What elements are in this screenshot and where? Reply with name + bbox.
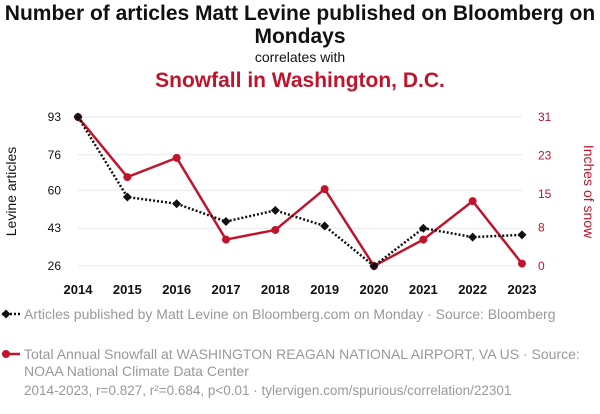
y-right-tick-label: 23 xyxy=(538,148,552,162)
series1-point xyxy=(172,199,182,209)
series1-point xyxy=(320,221,330,231)
chart-title: Number of articles Matt Levine published… xyxy=(4,2,596,48)
series1-point xyxy=(122,192,132,202)
x-tick-label: 2018 xyxy=(261,282,290,297)
series2-point xyxy=(222,235,230,244)
series2-point xyxy=(468,197,477,206)
legend-marker-series2 xyxy=(2,350,20,358)
y-left-axis-label: Levine articles xyxy=(3,147,19,237)
line-chart: 26 43 60 76 93 0 8 15 23 31 2014 2015 2016 2017 2018 20… xyxy=(3,110,597,297)
series2-point xyxy=(172,153,181,162)
series1-point xyxy=(270,205,280,215)
series1-point xyxy=(517,230,527,240)
x-tick-label: 2015 xyxy=(113,282,142,297)
series1-line xyxy=(76,116,523,268)
series2-point xyxy=(123,173,132,182)
y-left-tick-label: 76 xyxy=(48,148,62,162)
series2-line xyxy=(77,116,523,268)
x-tick-label: 2020 xyxy=(360,282,389,297)
series2-point xyxy=(320,185,329,194)
series1-point xyxy=(73,112,83,122)
y-right-tick-label: 8 xyxy=(538,221,545,235)
chart-subtitle: Snowfall in Washington, D.C. xyxy=(155,69,445,92)
legend-label-series1: Articles published by Matt Levine on Blo… xyxy=(24,306,556,322)
series2-point xyxy=(419,235,428,244)
series2-point xyxy=(271,225,280,234)
legend-marker-series1 xyxy=(1,309,20,319)
y-right-axis-label: Inches of snow xyxy=(581,145,597,239)
y-left-tick-label: 93 xyxy=(48,110,62,124)
y-left-tick-label: 26 xyxy=(48,259,62,273)
y-left-tick-label: 60 xyxy=(48,183,62,197)
y-right-tick-label: 0 xyxy=(538,259,545,273)
x-tick-label: 2016 xyxy=(162,282,191,297)
x-tick-label: 2023 xyxy=(508,282,537,297)
series1-point xyxy=(221,217,231,227)
y-right-tick-label: 31 xyxy=(538,110,552,124)
x-tick-label: 2021 xyxy=(409,282,438,297)
series2-point xyxy=(518,259,526,268)
series1-point xyxy=(468,232,478,242)
x-tick-label: 2014 xyxy=(64,282,94,297)
y-right-tick-label: 15 xyxy=(538,187,552,201)
correlates-with-label: correlates with xyxy=(254,49,346,65)
legend-label-series2: Total Annual Snowfall at WASHINGTON REAG… xyxy=(24,346,580,379)
y-left-tick-label: 43 xyxy=(48,221,62,235)
series1-point xyxy=(418,223,428,233)
x-tick-label: 2017 xyxy=(212,282,241,297)
footer-stats: 2014-2023, r=0.827, r²=0.684, p<0.01 · t… xyxy=(24,383,512,398)
x-tick-label: 2019 xyxy=(310,282,339,297)
series1-point xyxy=(369,261,379,271)
x-tick-label: 2022 xyxy=(458,282,487,297)
